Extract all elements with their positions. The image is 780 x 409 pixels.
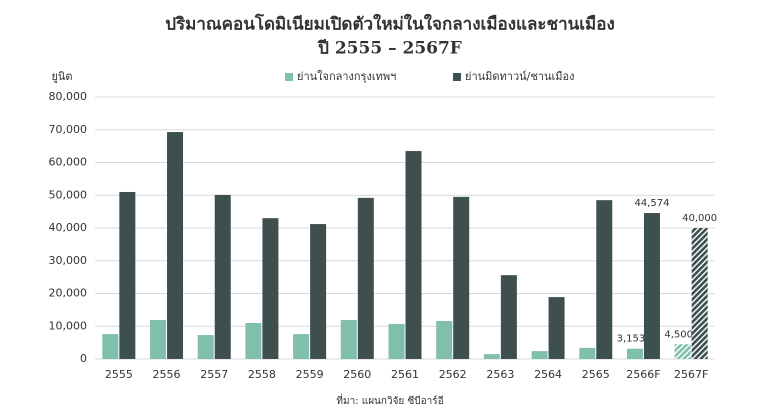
x-tick-label: 2564 (534, 368, 562, 381)
value-label: 4,500 (664, 329, 693, 340)
legend-label: ย่านใจกลางกรุงเทพฯ (297, 70, 396, 83)
chart-subtitle: ปี 2555 – 2567F (317, 38, 462, 59)
y-tick-label: 50,000 (49, 188, 88, 201)
bar (596, 200, 613, 359)
bar (214, 194, 231, 359)
y-tick-label: 60,000 (49, 156, 88, 169)
bar (436, 321, 453, 359)
x-tick-label: 2556 (153, 368, 181, 381)
bar (643, 213, 660, 359)
bar (150, 320, 167, 359)
x-tick-label: 2561 (391, 368, 419, 381)
y-tick-label: 0 (80, 352, 87, 365)
bar (102, 334, 119, 359)
chart-title: ปริมาณคอนโดมิเนียมเปิดตัวใหม่ในใจกลางเมื… (165, 14, 615, 35)
bar (453, 196, 470, 359)
bar (691, 228, 708, 359)
bar (357, 197, 374, 359)
y-tick-label: 10,000 (49, 319, 88, 332)
legend-swatch (453, 73, 461, 81)
source: ที่มา: แผนกวิจัย ซีบีอาร์อี (336, 393, 443, 407)
x-tick-label: 2565 (582, 368, 610, 381)
y-tick-label: 30,000 (49, 254, 88, 267)
bar (548, 297, 565, 359)
x-tick-label: 2557 (200, 368, 228, 381)
x-tick-label: 2559 (296, 368, 324, 381)
bar (579, 347, 596, 359)
bar (245, 322, 262, 359)
value-label: 40,000 (682, 213, 717, 224)
legend-label: ย่านมิดทาวน์/ชานเมือง (465, 70, 575, 83)
y-tick-label: 70,000 (49, 123, 88, 136)
bar (119, 191, 136, 359)
bar (388, 323, 405, 359)
bar (310, 224, 327, 359)
bar (500, 275, 517, 359)
x-tick-label: 2563 (486, 368, 514, 381)
y-tick-label: 80,000 (49, 90, 88, 103)
value-label: 44,574 (634, 198, 669, 209)
bar (197, 335, 214, 359)
bar (531, 351, 548, 359)
x-tick-label: 2567F (674, 368, 708, 381)
bar (340, 320, 357, 359)
y-axis-label: ยูนิต (51, 70, 72, 83)
bar (626, 348, 643, 359)
bar (293, 334, 310, 359)
bar (483, 354, 500, 359)
x-tick-label: 2566F (626, 368, 660, 381)
bar (674, 344, 691, 359)
legend-swatch (285, 73, 293, 81)
y-tick-label: 40,000 (49, 221, 88, 234)
x-tick-label: 2560 (343, 368, 371, 381)
bar (167, 132, 184, 359)
bar (262, 218, 279, 359)
y-tick-label: 20,000 (49, 287, 88, 300)
x-tick-label: 2555 (105, 368, 133, 381)
x-tick-label: 2562 (439, 368, 467, 381)
value-label: 3,153 (617, 334, 646, 345)
x-tick-label: 2558 (248, 368, 276, 381)
bar (405, 151, 422, 359)
